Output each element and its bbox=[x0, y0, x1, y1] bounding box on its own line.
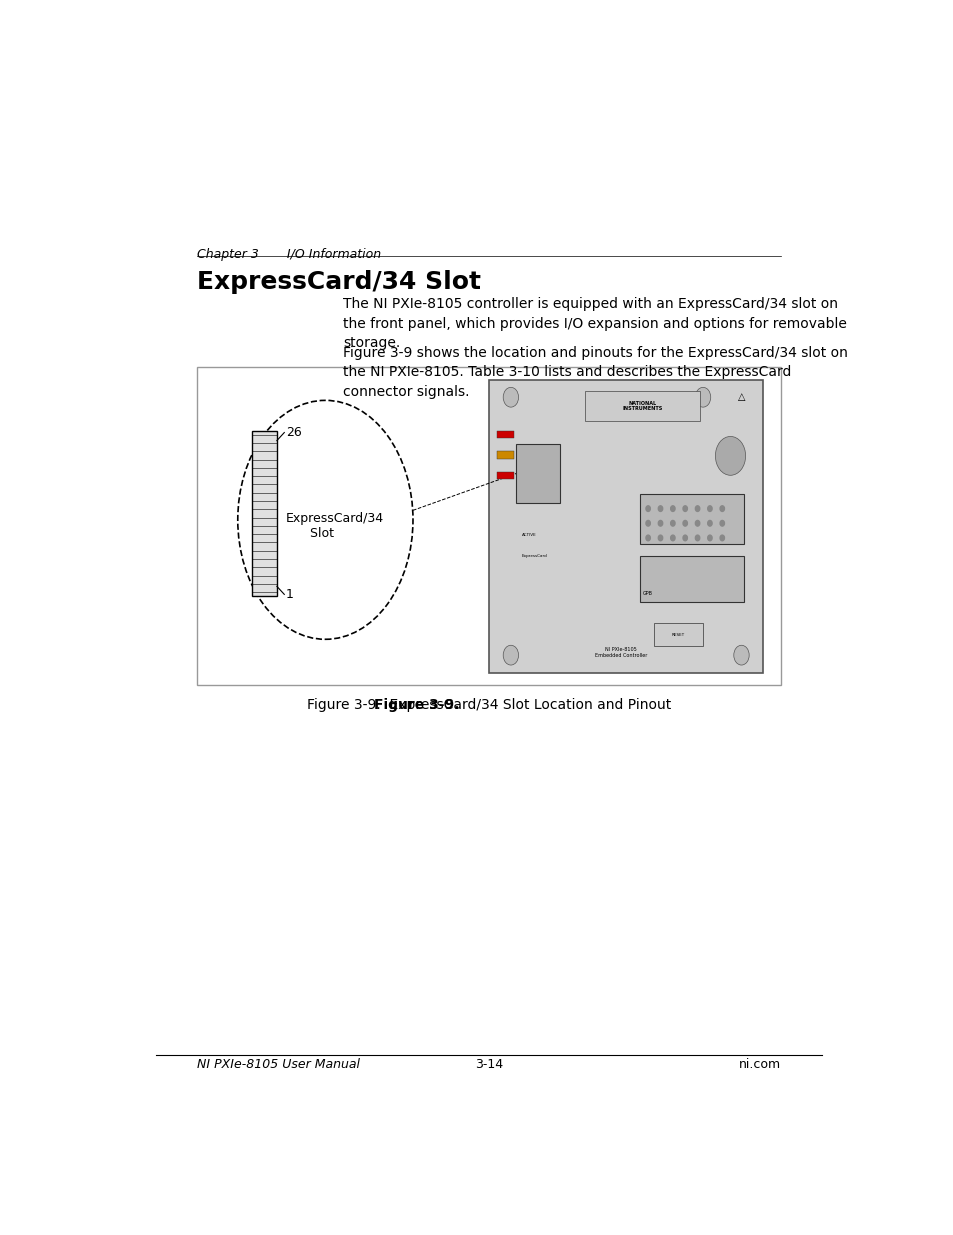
Circle shape bbox=[695, 506, 699, 511]
Circle shape bbox=[720, 535, 723, 541]
Circle shape bbox=[645, 535, 650, 541]
Text: NI PXIe-8105 User Manual: NI PXIe-8105 User Manual bbox=[196, 1057, 359, 1071]
Circle shape bbox=[682, 520, 687, 526]
Circle shape bbox=[720, 506, 723, 511]
Circle shape bbox=[645, 506, 650, 511]
Text: △: △ bbox=[737, 393, 744, 403]
Circle shape bbox=[658, 506, 662, 511]
Circle shape bbox=[682, 535, 687, 541]
Bar bbox=[488, 379, 762, 673]
Circle shape bbox=[645, 520, 650, 526]
Circle shape bbox=[502, 388, 518, 408]
Circle shape bbox=[670, 535, 675, 541]
Circle shape bbox=[658, 535, 662, 541]
Bar bbox=[497, 431, 513, 438]
Circle shape bbox=[658, 520, 662, 526]
Text: The NI PXIe-8105 controller is equipped with an ExpressCard/34 slot on
the front: The NI PXIe-8105 controller is equipped … bbox=[343, 298, 846, 351]
Bar bbox=[516, 445, 559, 503]
Text: GPB: GPB bbox=[642, 592, 653, 597]
Bar bbox=[253, 431, 276, 597]
Circle shape bbox=[670, 506, 675, 511]
Bar bbox=[653, 622, 702, 646]
Text: ni.com: ni.com bbox=[738, 1057, 781, 1071]
Bar bbox=[584, 391, 700, 421]
Circle shape bbox=[707, 535, 711, 541]
Circle shape bbox=[707, 506, 711, 511]
Text: 3-14: 3-14 bbox=[475, 1057, 502, 1071]
Circle shape bbox=[720, 520, 723, 526]
Text: Figure 3-9.: Figure 3-9. bbox=[374, 698, 459, 711]
Circle shape bbox=[695, 535, 699, 541]
Text: RESET: RESET bbox=[671, 632, 684, 637]
Text: ACTIVE: ACTIVE bbox=[521, 534, 536, 537]
Text: NATIONAL
INSTRUMENTS: NATIONAL INSTRUMENTS bbox=[622, 400, 662, 411]
Text: Figure 3-9.  ExpressCard/34 Slot Location and Pinout: Figure 3-9. ExpressCard/34 Slot Location… bbox=[307, 698, 670, 711]
Circle shape bbox=[715, 436, 745, 475]
Circle shape bbox=[682, 506, 687, 511]
Bar bbox=[497, 452, 513, 458]
Bar bbox=[639, 556, 743, 603]
Text: ExpressCard: ExpressCard bbox=[521, 553, 547, 557]
Text: ExpressCard/34 Slot: ExpressCard/34 Slot bbox=[196, 270, 480, 294]
Bar bbox=[639, 494, 743, 543]
Text: Chapter 3       I/O Information: Chapter 3 I/O Information bbox=[196, 248, 380, 261]
Circle shape bbox=[670, 520, 675, 526]
Text: Figure 3-9 shows the location and pinouts for the ExpressCard/34 slot on
the NI : Figure 3-9 shows the location and pinout… bbox=[343, 346, 847, 399]
Text: 26: 26 bbox=[286, 426, 301, 438]
Text: ExpressCard/34
      Slot: ExpressCard/34 Slot bbox=[286, 513, 383, 540]
Circle shape bbox=[695, 388, 710, 408]
FancyBboxPatch shape bbox=[196, 367, 781, 685]
Text: NI PXIe-8105
Embedded Controller: NI PXIe-8105 Embedded Controller bbox=[594, 647, 646, 657]
Text: 1: 1 bbox=[286, 588, 294, 601]
Circle shape bbox=[707, 520, 711, 526]
Circle shape bbox=[502, 645, 518, 664]
Bar bbox=[497, 472, 513, 479]
Circle shape bbox=[733, 645, 748, 664]
Circle shape bbox=[695, 520, 699, 526]
